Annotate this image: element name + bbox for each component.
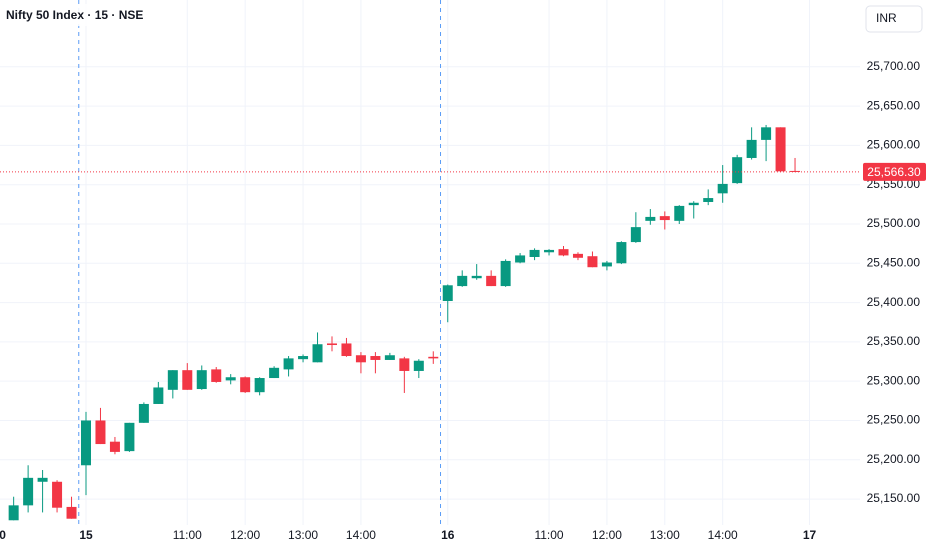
- candle-body: [8, 505, 19, 521]
- candle-body: [500, 260, 511, 287]
- y-tick-label: 25,700.00: [867, 59, 921, 73]
- candle-body: [355, 355, 366, 363]
- x-tick-label: 14:00: [708, 528, 738, 542]
- candle-body: [167, 370, 178, 390]
- candle-body: [486, 275, 497, 287]
- candle-body: [109, 441, 120, 452]
- currency-label[interactable]: INR: [876, 11, 897, 25]
- candle-body: [601, 262, 612, 267]
- candle-body: [703, 198, 714, 202]
- candle-body: [138, 403, 149, 423]
- candle-body: [471, 275, 482, 279]
- title-backdrop: [0, 4, 180, 26]
- candle-body: [269, 367, 280, 379]
- candle-body: [688, 202, 699, 206]
- x-tick-label: 12:00: [230, 528, 260, 542]
- candle-body: [52, 481, 63, 508]
- x-tick-label: 13:00: [650, 528, 680, 542]
- y-tick-label: 25,350.00: [867, 334, 921, 348]
- candle-body: [587, 256, 598, 268]
- candle-body: [630, 227, 641, 243]
- candle-body: [196, 370, 207, 390]
- candle-body: [428, 356, 439, 359]
- candle-body: [544, 249, 555, 253]
- candle-body: [298, 356, 309, 360]
- y-tick-label: 25,300.00: [867, 373, 921, 387]
- candle-body: [341, 343, 352, 357]
- x-tick-label: 11:00: [173, 528, 202, 542]
- candle-body: [66, 506, 77, 519]
- candle-body: [95, 420, 106, 445]
- candle-body: [153, 387, 164, 404]
- candle-body: [182, 370, 193, 390]
- candle-body: [645, 216, 656, 221]
- candle-body: [225, 377, 236, 381]
- y-tick-label: 25,500.00: [867, 216, 921, 230]
- candle-body: [81, 420, 91, 466]
- last-price-label: 25,566.30: [867, 165, 921, 179]
- candle-body: [370, 356, 381, 360]
- y-tick-label: 25,250.00: [867, 413, 921, 427]
- last-price-tag: [863, 162, 926, 181]
- y-tick-label: 25,600.00: [867, 138, 921, 152]
- x-tick-label: 11:00: [534, 528, 563, 542]
- candle-body: [746, 139, 757, 158]
- candle-body: [659, 216, 670, 221]
- y-tick-label: 25,400.00: [867, 295, 921, 309]
- x-tick-label: 12:00: [592, 528, 622, 542]
- x-tick-label: 15: [79, 528, 93, 542]
- y-tick-label: 25,150.00: [867, 491, 921, 505]
- candle-body: [124, 422, 135, 452]
- candle-body: [717, 183, 728, 194]
- candle-body: [283, 358, 294, 370]
- candle-body: [761, 127, 772, 140]
- candle-body: [572, 253, 583, 258]
- x-tick-label: 00: [0, 528, 6, 542]
- y-tick-label: 25,650.00: [867, 98, 921, 112]
- candle-body: [674, 205, 685, 221]
- x-tick-label: 14:00: [346, 528, 376, 542]
- candle-body: [384, 355, 395, 360]
- candle-body: [254, 378, 265, 393]
- candle-body: [37, 477, 48, 482]
- candle-body: [442, 285, 453, 302]
- candle-body: [399, 358, 410, 371]
- candle-body: [457, 275, 468, 287]
- currency-button[interactable]: [865, 5, 923, 33]
- y-tick-label: 25,200.00: [867, 452, 921, 466]
- candle-body: [413, 360, 424, 371]
- candle-body: [558, 249, 569, 256]
- candle-body: [616, 242, 627, 264]
- candle-body: [732, 157, 743, 184]
- candle-body: [211, 369, 222, 382]
- x-tick-label: 13:00: [288, 528, 318, 542]
- candle-body: [775, 127, 786, 172]
- x-tick-label: 16: [441, 528, 455, 542]
- candle-body: [515, 255, 526, 263]
- x-tick-label: 17: [803, 528, 817, 542]
- candle-body: [240, 377, 251, 393]
- candle-body: [23, 477, 34, 506]
- y-tick-label: 25,450.00: [867, 255, 921, 269]
- chart-title: Nifty 50 Index · 15 · NSE: [6, 8, 143, 22]
- candle-body: [312, 344, 323, 363]
- candle-body: [529, 249, 540, 257]
- candle-body: [326, 343, 337, 346]
